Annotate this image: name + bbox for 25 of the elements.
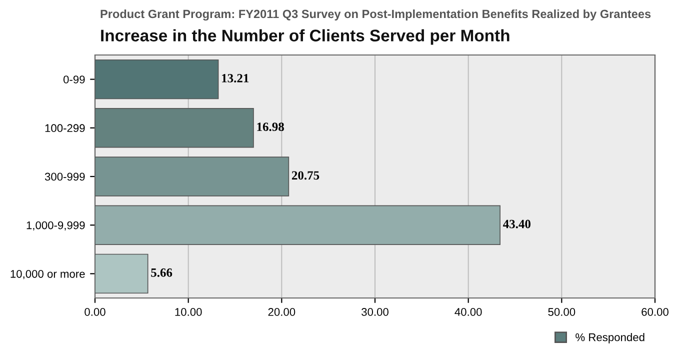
- y-tick-label: 10,000 or more: [10, 270, 85, 280]
- bar: [95, 108, 254, 148]
- legend-label: % Responded: [576, 333, 644, 344]
- data-label: 43.40: [503, 220, 530, 228]
- bar: [95, 156, 290, 196]
- x-tick-label: 50.00: [548, 308, 576, 316]
- data-label: 16.98: [257, 122, 284, 132]
- chart-subtitle: Product Grant Program: FY2011 Q3 Survey on Post-Implementation Benefits Realized by Grantees: [100, 9, 651, 21]
- data-label: 13.21: [222, 74, 249, 82]
- x-tick-label: 10.00: [175, 308, 202, 316]
- y-tick-label: 1,000-9,999: [26, 221, 85, 231]
- data-label: 20.75: [292, 171, 320, 180]
- x-tick-label: 20.00: [268, 308, 296, 316]
- x-tick-label: 40.00: [454, 308, 482, 316]
- x-tick-label: 30.00: [362, 308, 388, 316]
- data-label: 5.66: [151, 268, 172, 277]
- bar: [95, 59, 219, 100]
- x-tick-label: 60.00: [642, 308, 668, 316]
- y-tick-label: 300-999: [44, 172, 85, 181]
- bar: [95, 205, 500, 245]
- x-tick-label: 0.00: [84, 308, 106, 316]
- y-tick-label: 0-99: [63, 76, 85, 84]
- y-tick-label: 100-299: [45, 124, 85, 132]
- chart-title: Increase in the Number of Clients Served per Month: [101, 29, 510, 45]
- bar: [95, 254, 148, 294]
